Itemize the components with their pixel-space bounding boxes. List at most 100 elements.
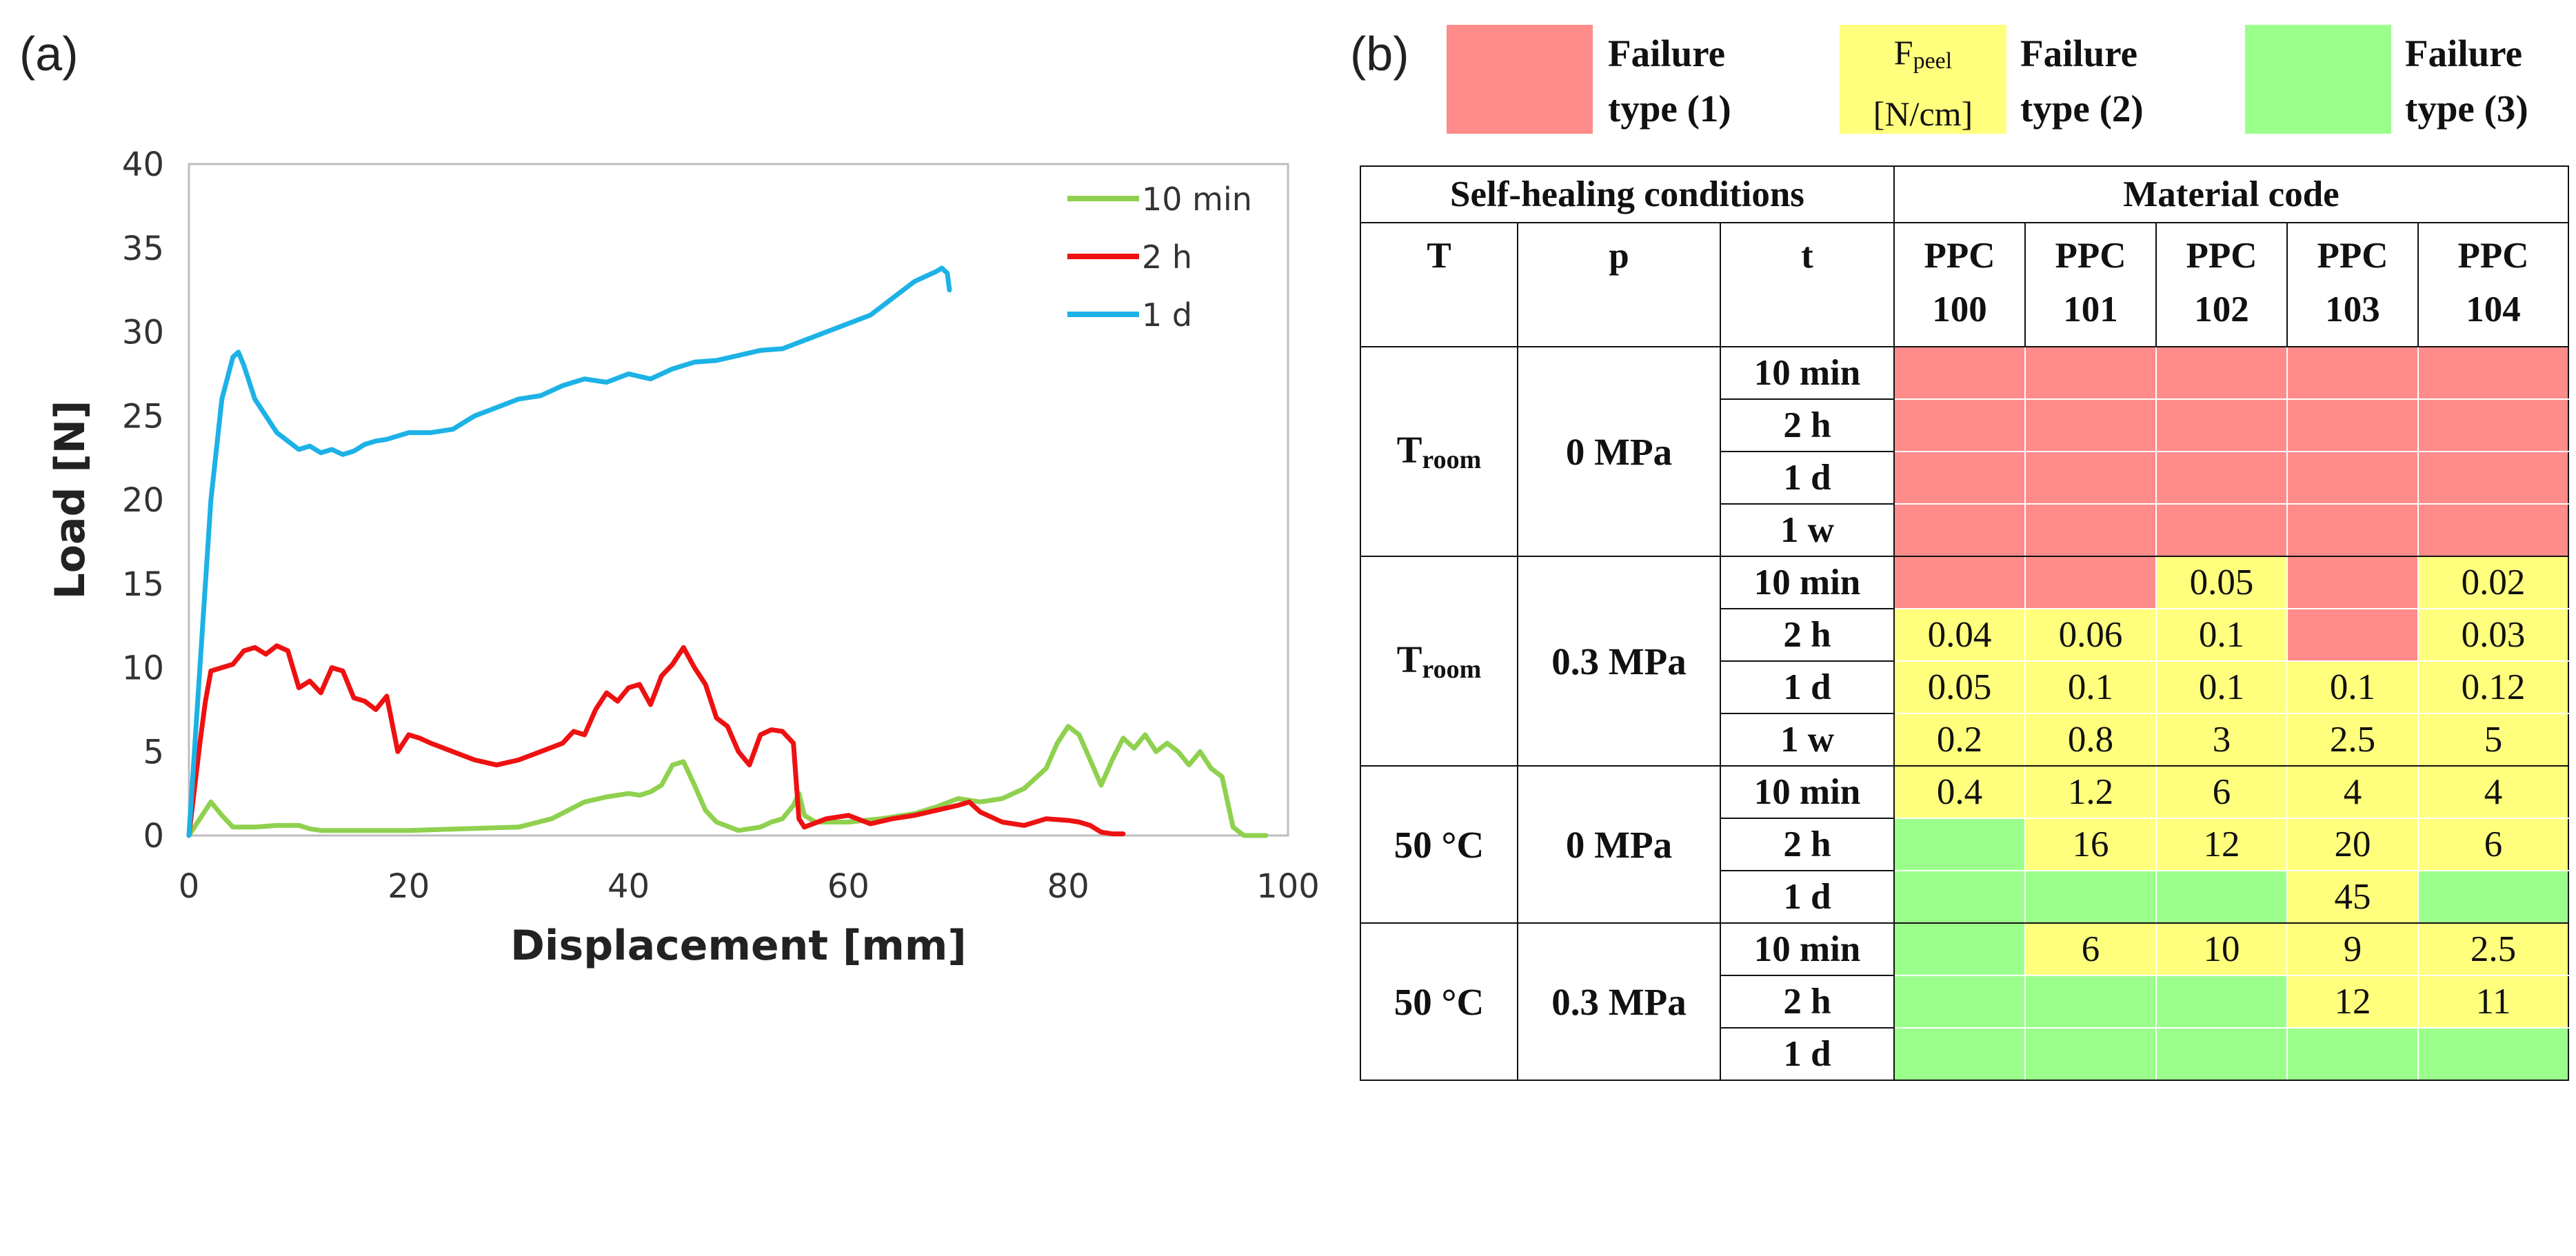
table-row: 2 h: [1360, 398, 2569, 452]
result-cell-type-3: [1893, 870, 2026, 924]
result-cell-type-2: 0.05: [1893, 660, 2026, 714]
result-cell-type-1: [2286, 556, 2419, 609]
result-cell-type-1: [2286, 346, 2419, 400]
result-cell-type-2: 6: [2417, 818, 2569, 871]
condition-time: 10 min: [1720, 922, 1895, 976]
result-cell-type-3: [2155, 870, 2288, 924]
condition-temperature: 50 °C: [1360, 922, 1518, 1081]
header-self-healing-conditions: Self-healing conditions: [1360, 165, 1895, 223]
legend-label: 1 d: [1142, 296, 1192, 334]
load-displacement-chart: 0 5 10 15 20 25 30 35 40 0 20 40 60 80 100 Displacement…: [46, 145, 1320, 970]
result-cell-type-2: 2.5: [2417, 922, 2569, 976]
panel-a-label: (a): [19, 27, 79, 81]
series-line-10-min: [186, 724, 1269, 838]
y-tick-label: 0: [143, 817, 164, 855]
result-cell-type-2: 0.2: [1893, 713, 2026, 767]
y-tick-label: 5: [143, 733, 164, 771]
condition-time: 1 d: [1720, 1027, 1895, 1081]
condition-time: 1 w: [1720, 503, 1895, 557]
x-tick-label: 40: [607, 867, 650, 906]
result-cell-type-3: [2024, 1027, 2157, 1081]
result-cell-type-2: 0.02: [2417, 556, 2569, 609]
result-cell-type-3: [2155, 975, 2288, 1029]
condition-temperature: 50 °C: [1360, 765, 1518, 924]
material-header-1: PPC 101: [2024, 222, 2157, 347]
plot-area-border: [188, 163, 1289, 837]
result-cell-type-1: [2024, 346, 2157, 400]
y-tick-label: 10: [122, 649, 164, 688]
table-row: Troom 0 MPa 10 min: [1360, 346, 2569, 557]
result-cell-type-2: 16: [2024, 818, 2157, 871]
table-row: 2 h 16 12 20 6: [1360, 818, 2569, 871]
result-cell-type-2: 6: [2024, 922, 2157, 976]
table-row: 1 d 0.05 0.1 0.1 0.1 0.12: [1360, 660, 2569, 714]
material-header-2: PPC 102: [2155, 222, 2288, 347]
y-axis-label: Load [N]: [46, 401, 94, 600]
table-row: Troom 0.3 MPa 10 min 0.05 0.02: [1360, 556, 2569, 767]
result-cell-type-1: [1893, 451, 2026, 505]
material-header-0: PPC 100: [1893, 222, 2026, 347]
result-cell-type-1: [2286, 503, 2419, 557]
condition-pressure: 0 MPa: [1517, 765, 1721, 924]
result-cell-type-1: [2024, 398, 2157, 452]
table-row: 2 h 12 11: [1360, 975, 2569, 1029]
result-cell-type-2: 11: [2417, 975, 2569, 1029]
result-cell-type-2: 0.04: [1893, 608, 2026, 662]
result-cell-type-1: [2286, 398, 2419, 452]
table-row: 50 °C 0.3 MPa 10 min 6 10 9 2.5: [1360, 922, 2569, 1081]
result-cell-type-1: [2155, 503, 2288, 557]
y-tick-label: 35: [122, 230, 164, 268]
condition-time: 1 d: [1720, 870, 1895, 924]
result-cell-type-2: 6: [2155, 765, 2288, 819]
result-cell-type-1: [2155, 346, 2288, 400]
result-cell-type-2: 0.1: [2286, 660, 2419, 714]
result-cell-type-2: 45: [2286, 870, 2419, 924]
table-row: 50 °C 0 MPa 10 min 0.4 1.2 6 4 4: [1360, 765, 2569, 924]
result-cell-type-3: [2024, 870, 2157, 924]
condition-pressure: 0.3 MPa: [1517, 922, 1721, 1081]
x-tick-label: 80: [1047, 867, 1089, 906]
result-cell-type-1: [2155, 398, 2288, 452]
result-cell-type-3: [1893, 818, 2026, 871]
condition-time: 2 h: [1720, 398, 1895, 452]
result-cell-type-2: 0.12: [2417, 660, 2569, 714]
result-cell-type-2: 3: [2155, 713, 2288, 767]
result-cell-type-1: [2417, 503, 2569, 557]
failure-type-3-swatch: [2245, 25, 2391, 134]
table-row: 1 w 0.2 0.8 3 2.5 5: [1360, 713, 2569, 767]
result-cell-type-1: [1893, 556, 2026, 609]
result-cell-type-2: 0.1: [2024, 660, 2157, 714]
result-cell-type-2: 0.06: [2024, 608, 2157, 662]
self-healing-table: Self-healing conditions Material code T …: [1360, 165, 2569, 1081]
result-cell-type-1: [2286, 451, 2419, 505]
header-T: T: [1360, 222, 1518, 347]
result-cell-type-1: [2417, 451, 2569, 505]
result-cell-type-2: 0.1: [2155, 608, 2288, 662]
result-cell-type-2: 12: [2155, 818, 2288, 871]
condition-time: 1 w: [1720, 713, 1895, 767]
header-p: p: [1517, 222, 1721, 347]
x-tick-label: 100: [1256, 867, 1320, 906]
table-row: 1 d 45: [1360, 870, 2569, 924]
result-cell-type-3: [2417, 870, 2569, 924]
table-row: 1 w: [1360, 503, 2569, 557]
fpeel-swatch: [1840, 25, 2006, 134]
result-cell-type-2: 2.5: [2286, 713, 2419, 767]
condition-time: 2 h: [1720, 608, 1895, 662]
failure-type-1-swatch: [1447, 25, 1593, 134]
condition-time: 2 h: [1720, 818, 1895, 871]
result-cell-type-1: [2417, 346, 2569, 400]
result-cell-type-2: 0.8: [2024, 713, 2157, 767]
result-cell-type-1: [2286, 608, 2419, 662]
result-cell-type-3: [2417, 1027, 2569, 1081]
result-cell-type-1: [2155, 451, 2288, 505]
condition-temperature: Troom: [1360, 346, 1518, 557]
result-cell-type-2: 10: [2155, 922, 2288, 976]
x-tick-label: 0: [179, 867, 200, 906]
y-tick-label: 40: [122, 145, 164, 184]
y-tick-label: 15: [122, 565, 164, 604]
result-cell-type-1: [1893, 346, 2026, 400]
series-line-2-h: [186, 643, 1126, 838]
condition-temperature: Troom: [1360, 556, 1518, 767]
y-tick-label: 30: [122, 314, 164, 352]
